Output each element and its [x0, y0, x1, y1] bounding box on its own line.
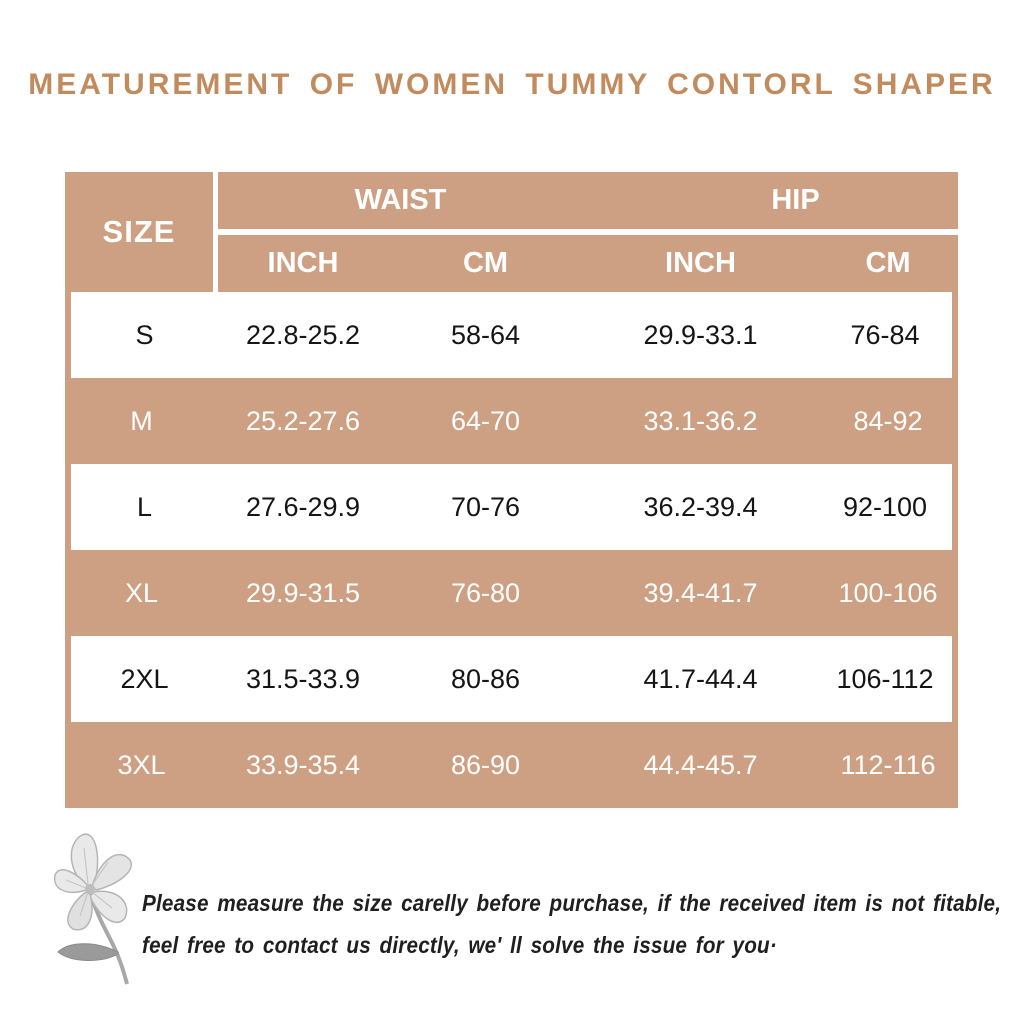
flower-sketch-icon — [53, 833, 133, 985]
size-column-header: SIZE — [65, 172, 218, 292]
hip-inch-cell: 29.9-33.1 — [583, 292, 818, 378]
size-cell: 3XL — [65, 722, 218, 808]
hip-inch-cell: 33.1-36.2 — [583, 378, 818, 464]
size-column-header-label: SIZE — [102, 214, 176, 249]
hip-inch-cell: 41.7-44.4 — [583, 636, 818, 722]
footer-note-line1: Please measure the size carelly before p… — [142, 890, 1002, 916]
page-title: MEATUREMENT OF WOMEN TUMMY CONTORL SHAPE… — [28, 68, 996, 101]
size-cell: M — [65, 378, 218, 464]
hip-inch-cell: 36.2-39.4 — [583, 464, 818, 550]
hip-inch-cell: 39.4-41.7 — [583, 550, 818, 636]
waist-inch-cell: 27.6-29.9 — [218, 464, 388, 550]
waist-cm-cell: 76-80 — [388, 550, 583, 636]
waist-inch-cell: 25.2-27.6 — [218, 378, 388, 464]
waist-inch-cell: 22.8-25.2 — [218, 292, 388, 378]
hip-cm-cell: 100-106 — [818, 550, 958, 636]
waist-cm-cell: 64-70 — [388, 378, 583, 464]
size-chart-table: SIZE WAIST HIP INCH CM INCH CM S 22.8-25… — [65, 172, 958, 808]
waist-group-header: WAIST — [218, 172, 583, 229]
size-cell: L — [65, 464, 218, 550]
waist-cm-cell: 86-90 — [388, 722, 583, 808]
hip-cm-cell: 84-92 — [818, 378, 958, 464]
waist-inch-cell: 31.5-33.9 — [218, 636, 388, 722]
hip-cm-cell: 92-100 — [818, 464, 958, 550]
waist-inch-cell: 29.9-31.5 — [218, 550, 388, 636]
hip-cm-header: CM — [818, 235, 958, 292]
footer-note-line2: feel free to contact us directly, we' ll… — [142, 932, 777, 958]
hip-group-label: HIP — [771, 184, 820, 216]
hip-group-header: HIP — [583, 172, 958, 229]
waist-cm-header: CM — [388, 235, 583, 292]
hip-cm-cell: 76-84 — [818, 292, 958, 378]
header-divider-line — [218, 229, 958, 235]
size-cell: S — [65, 292, 218, 378]
hip-cm-cell: 112-116 — [818, 722, 958, 808]
size-cell: 2XL — [65, 636, 218, 722]
waist-cm-cell: 70-76 — [388, 464, 583, 550]
waist-group-label: WAIST — [354, 184, 447, 216]
waist-cm-cell: 58-64 — [388, 292, 583, 378]
size-cell: XL — [65, 550, 218, 636]
hip-inch-cell: 44.4-45.7 — [583, 722, 818, 808]
waist-inch-header: INCH — [218, 235, 388, 292]
waist-inch-cell: 33.9-35.4 — [218, 722, 388, 808]
waist-cm-cell: 80-86 — [388, 636, 583, 722]
hip-cm-cell: 106-112 — [818, 636, 958, 722]
hip-inch-header: INCH — [583, 235, 818, 292]
footer-note: Please measure the size carelly before p… — [142, 882, 1001, 966]
